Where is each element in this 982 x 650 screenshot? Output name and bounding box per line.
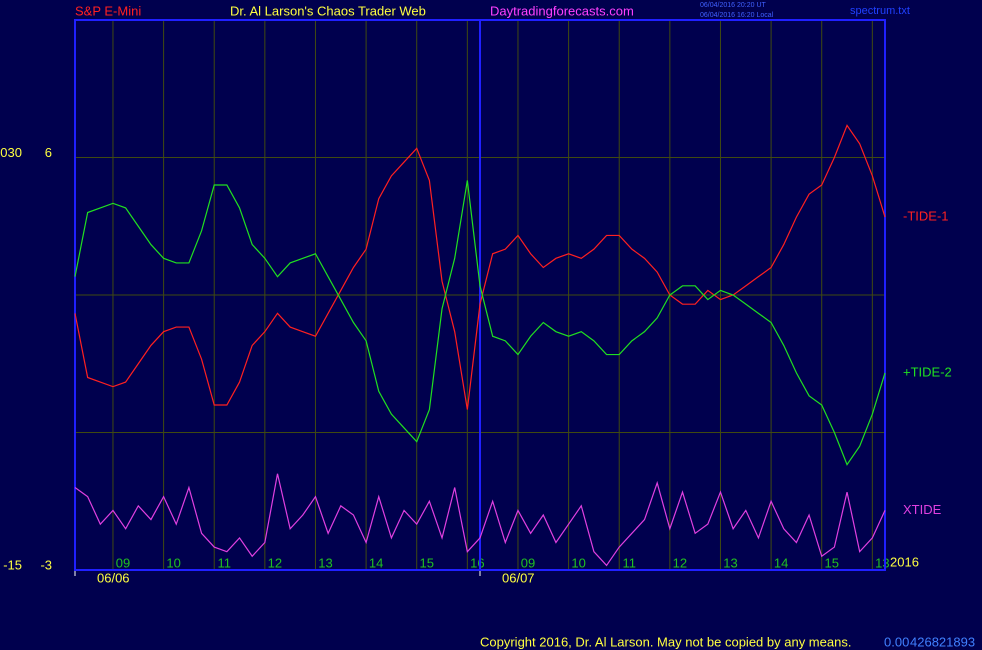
site: Daytradingforecasts.com [490,3,634,18]
x-tick-label: 09 [116,555,130,570]
x-tick-label: 14 [774,555,788,570]
x-tick-label: 09 [521,555,535,570]
x-tick-label: 12 [268,555,282,570]
series-line [74,180,886,466]
date-label: 06/07 [502,570,535,585]
series-line [74,124,886,410]
time-ut: 06/04/2016 20:20 UT [700,2,766,9]
y2-tick-label: 030 [0,145,22,160]
time-local: 06/04/2016 16:20 Local [700,12,774,19]
legend-label: XTIDE [903,502,942,517]
date-label: 06/06 [97,570,130,585]
x-tick-label: 11 [217,555,231,570]
chart-title: Dr. Al Larson's Chaos Trader Web [230,3,426,18]
code-b: 426821893 [910,634,975,649]
x-tick-label: 13 [723,555,737,570]
y2-tick-label: -15 [3,557,22,572]
x-tick-label: 11 [622,555,636,570]
legend-label: +TIDE-2 [903,364,952,379]
y-tick-label: -3 [40,557,52,572]
year: 2016 [890,554,919,569]
x-tick-label: 12 [673,555,687,570]
copyright: Copyright 2016, Dr. Al Larson. May not b… [480,634,851,649]
plot-border [74,19,886,571]
x-tick-label: 16 [470,555,484,570]
code-a: 0.00 [884,634,909,649]
x-tick-label: 13 [318,555,332,570]
x-tick-label: 10 [571,555,585,570]
x-tick-label: 13 [875,555,889,570]
y-tick-label: 6 [45,145,52,160]
file-name: spectrum.txt [850,5,910,17]
x-tick-label: 10 [166,555,180,570]
x-tick-label: 15 [824,555,838,570]
symbol: S&P E-Mini [75,3,141,18]
series-line [74,473,886,567]
legend-label: -TIDE-1 [903,209,949,224]
x-tick-label: 14 [369,555,383,570]
x-tick-label: 15 [419,555,433,570]
